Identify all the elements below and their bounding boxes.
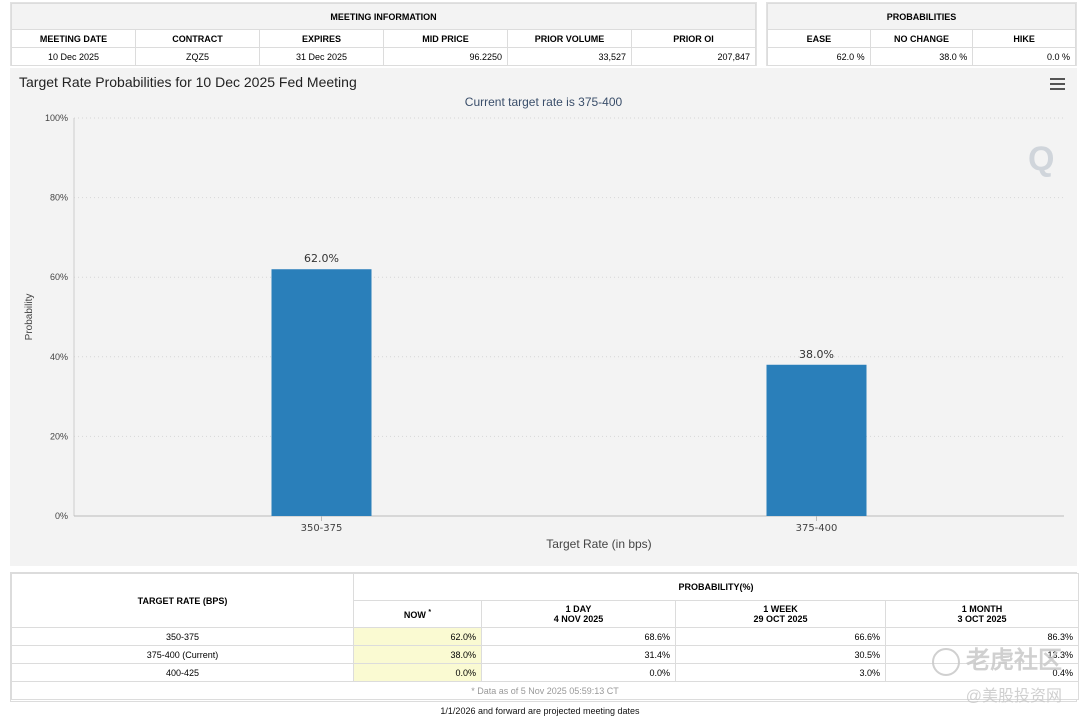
- header-prior-volume: PRIOR VOLUME: [507, 29, 632, 48]
- rate-cell: 375-400 (Current): [11, 645, 354, 664]
- meeting-information-title: MEETING INFORMATION: [11, 3, 756, 30]
- x-tick-label: 375-400: [796, 523, 838, 534]
- prior-oi-value: 207,847: [631, 47, 756, 66]
- x-axis-label: Target Rate (in bps): [546, 537, 651, 551]
- meeting-information-table: MEETING INFORMATION MEETING DATE CONTRAC…: [11, 3, 756, 66]
- projected-dates-note: 1/1/2026 and forward are projected meeti…: [440, 706, 640, 716]
- hamburger-menu-icon[interactable]: [1050, 78, 1065, 90]
- header-no-change: NO CHANGE: [869, 29, 974, 48]
- header-contract: CONTRACT: [135, 29, 260, 48]
- table-row: 375-400 (Current) 38.0% 31.4% 30.5% 13.3…: [11, 645, 1079, 664]
- contract-value: ZQZ5: [135, 47, 260, 66]
- 1-day-cell: 68.6%: [481, 627, 676, 646]
- 1-month-cell: 86.3%: [885, 627, 1079, 646]
- now-cell: 38.0%: [353, 645, 482, 664]
- header-probability: PROBABILITY(%): [353, 573, 1079, 601]
- header-mid-price: MID PRICE: [383, 29, 508, 48]
- 1-day-cell: 31.4%: [481, 645, 676, 664]
- bar: [766, 364, 867, 516]
- y-tick-label: 100%: [45, 113, 68, 123]
- bar-data-label: 38.0%: [799, 348, 834, 361]
- probability-history-panel: TARGET RATE (BPS) PROBABILITY(%) NOW * 1…: [10, 572, 1079, 702]
- 1-week-cell: 30.5%: [675, 645, 886, 664]
- y-tick-label: 80%: [50, 193, 68, 203]
- y-axis-label: Probability: [24, 294, 35, 341]
- probability-bar-chart: 0% 20% 40% 60% 80% 100% Probability 62.0% 350-37…: [24, 113, 1064, 551]
- prior-volume-value: 33,527: [507, 47, 632, 66]
- header-meeting-date: MEETING DATE: [11, 29, 136, 48]
- chart-title: Target Rate Probabilities for 10 Dec 202…: [19, 74, 357, 90]
- bar: [271, 269, 372, 516]
- q-logo-icon: Q: [1028, 140, 1054, 178]
- chart-subtitle: Current target rate is 375-400: [464, 95, 623, 109]
- table-row: 400-425 0.0% 0.0% 3.0% 0.4%: [11, 663, 1079, 682]
- no-change-value: 38.0 %: [869, 47, 974, 66]
- probabilities-table: PROBABILITIES EASE NO CHANGE HIKE 62.0 %…: [767, 3, 1076, 66]
- header-1-day: 1 DAY 4 NOV 2025: [481, 600, 676, 628]
- header-prior-oi: PRIOR OI: [631, 29, 756, 48]
- header-hike: HIKE: [972, 29, 1076, 48]
- header-target-rate: TARGET RATE (BPS): [11, 573, 354, 628]
- chart-panel: 0% 20% 40% 60% 80% 100% Probability 62.0% 350-37…: [10, 68, 1077, 566]
- header-ease: EASE: [767, 29, 871, 48]
- y-tick-label: 40%: [50, 352, 68, 362]
- rate-cell: 350-375: [11, 627, 354, 646]
- y-tick-label: 60%: [50, 272, 68, 282]
- bar-data-label: 62.0%: [304, 252, 339, 265]
- header-now: NOW *: [353, 600, 482, 628]
- header-1-month: 1 MONTH 3 OCT 2025: [885, 600, 1079, 628]
- x-tick-label: 350-375: [301, 523, 343, 534]
- meeting-date-value: 10 Dec 2025: [11, 47, 136, 66]
- probabilities-panel: PROBABILITIES EASE NO CHANGE HIKE 62.0 %…: [766, 2, 1077, 66]
- hike-value: 0.0 %: [972, 47, 1076, 66]
- ease-value: 62.0 %: [767, 47, 871, 66]
- probabilities-title: PROBABILITIES: [767, 3, 1076, 30]
- now-cell: 0.0%: [353, 663, 482, 682]
- now-cell: 62.0%: [353, 627, 482, 646]
- expires-value: 31 Dec 2025: [259, 47, 384, 66]
- rate-cell: 400-425: [11, 663, 354, 682]
- y-tick-label: 0%: [55, 511, 68, 521]
- 1-month-cell: 13.3%: [885, 645, 1079, 664]
- mid-price-value: 96.2250: [383, 47, 508, 66]
- header-1-week: 1 WEEK 29 OCT 2025: [675, 600, 886, 628]
- 1-day-cell: 0.0%: [481, 663, 676, 682]
- data-as-of-note: * Data as of 5 Nov 2025 05:59:13 CT: [11, 681, 1079, 700]
- 1-week-cell: 66.6%: [675, 627, 886, 646]
- 1-month-cell: 0.4%: [885, 663, 1079, 682]
- probability-history-table: TARGET RATE (BPS) PROBABILITY(%) NOW * 1…: [11, 573, 1079, 700]
- 1-week-cell: 3.0%: [675, 663, 886, 682]
- meeting-information-panel: MEETING INFORMATION MEETING DATE CONTRAC…: [10, 2, 757, 66]
- table-row: 350-375 62.0% 68.6% 66.6% 86.3%: [11, 627, 1079, 646]
- y-tick-label: 20%: [50, 431, 68, 441]
- header-expires: EXPIRES: [259, 29, 384, 48]
